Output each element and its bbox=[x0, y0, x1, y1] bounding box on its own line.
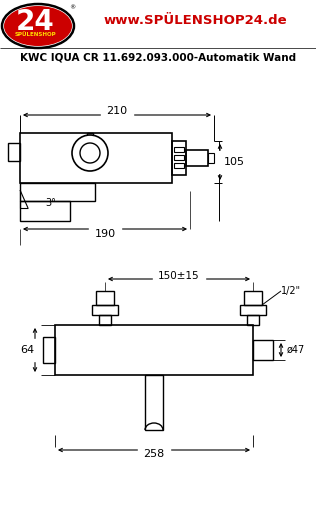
Circle shape bbox=[80, 143, 100, 163]
Text: 1/2": 1/2" bbox=[281, 286, 301, 296]
Bar bbox=[55, 325, 253, 375]
Bar bbox=[174, 155, 184, 160]
Bar bbox=[186, 150, 208, 166]
Bar bbox=[247, 315, 259, 325]
Bar bbox=[43, 337, 55, 363]
Bar bbox=[8, 143, 20, 161]
Bar bbox=[96, 291, 114, 305]
Text: SPÜLENSHOP: SPÜLENSHOP bbox=[14, 32, 56, 37]
Text: 64: 64 bbox=[20, 345, 34, 355]
Text: KWC IQUA CR 11.692.093.000-Automatik Wand: KWC IQUA CR 11.692.093.000-Automatik Wan… bbox=[20, 53, 296, 63]
Bar bbox=[99, 315, 111, 325]
Bar bbox=[20, 183, 95, 201]
Bar bbox=[145, 375, 163, 430]
Bar bbox=[240, 305, 266, 315]
Text: 3°: 3° bbox=[45, 198, 56, 208]
Bar bbox=[174, 163, 184, 168]
Text: 105: 105 bbox=[223, 157, 245, 167]
Ellipse shape bbox=[2, 4, 74, 48]
Bar bbox=[253, 340, 273, 360]
Text: www.SPÜLENSHOP24.de: www.SPÜLENSHOP24.de bbox=[103, 14, 287, 27]
Bar bbox=[92, 305, 118, 315]
Text: ø47: ø47 bbox=[287, 345, 305, 355]
Text: 190: 190 bbox=[94, 229, 116, 239]
Bar bbox=[174, 147, 184, 152]
Text: ®: ® bbox=[69, 6, 75, 10]
Text: 258: 258 bbox=[143, 449, 165, 459]
Bar bbox=[87, 133, 93, 143]
Bar bbox=[172, 141, 186, 175]
Bar bbox=[244, 291, 262, 305]
Text: 210: 210 bbox=[106, 106, 128, 116]
Text: 150±15: 150±15 bbox=[158, 271, 200, 281]
Ellipse shape bbox=[4, 6, 72, 46]
Text: 24: 24 bbox=[15, 8, 54, 36]
Bar bbox=[208, 153, 214, 163]
Circle shape bbox=[72, 135, 108, 171]
Bar bbox=[20, 133, 172, 183]
Bar bbox=[20, 201, 70, 221]
